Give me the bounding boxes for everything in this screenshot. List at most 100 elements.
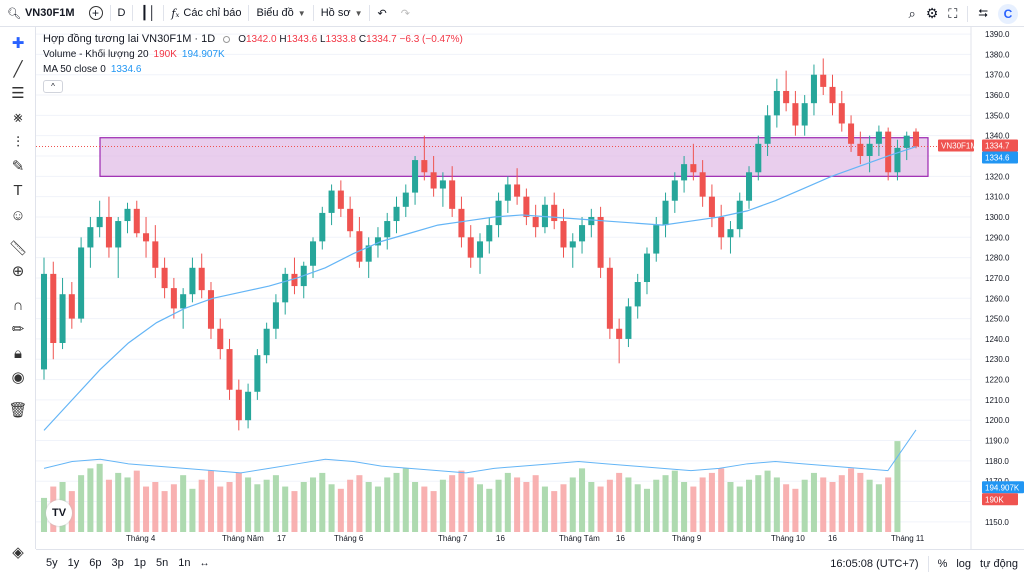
timeframe-1d[interactable]: 1n [178, 557, 191, 569]
candle-body [245, 391, 252, 421]
volume-ma-tag-bg [982, 481, 1024, 494]
volume-bar [198, 479, 205, 532]
date-range-icon[interactable]: ↔ [199, 557, 210, 569]
legend-collapse-button[interactable]: ^ [43, 80, 63, 93]
price-tick-label: 1220.0 [985, 376, 1010, 385]
candle-body [690, 164, 697, 173]
volume-bar [588, 482, 595, 532]
candle-body [263, 328, 270, 356]
volume-ma-line [43, 429, 917, 474]
volume-bar [810, 472, 817, 532]
volume-bar [124, 477, 131, 532]
timeframe-5d[interactable]: 5n [156, 557, 169, 569]
divider [312, 5, 314, 21]
interval-label: D [117, 7, 126, 19]
trash-icon[interactable]: 🗑︎ [8, 402, 28, 419]
symbol-search[interactable]: 🔍︎ VN30F1M [0, 0, 82, 27]
chart-type-button[interactable]: ┃│ [133, 0, 163, 27]
undo-button[interactable]: ↶ [370, 0, 393, 27]
volume-bar [579, 468, 586, 532]
share-icon[interactable]: ⮀ [978, 6, 988, 20]
volume-bar [143, 486, 150, 532]
timeframe-6m[interactable]: 6p [89, 557, 102, 569]
candle-body [773, 90, 780, 116]
candle-body [254, 355, 261, 392]
time-axis-label: Tháng 6 [334, 534, 364, 543]
volume-bar [393, 472, 400, 532]
layers-icon[interactable]: ◈ [12, 544, 24, 561]
clock-time[interactable]: 16:05:08 (UTC+7) [830, 557, 919, 570]
open-value: 1342.0 [245, 34, 277, 45]
last-price-tag-bg [982, 139, 1018, 152]
chevron-down-icon: ▼ [297, 8, 306, 18]
percent-toggle[interactable]: % [937, 557, 948, 570]
fullscreen-icon[interactable]: ⛶ [948, 5, 958, 21]
settings-gear-icon[interactable]: ⚙ [925, 5, 939, 21]
timeframe-1m[interactable]: 1p [133, 557, 146, 569]
candles-icon: ┃│ [140, 5, 157, 20]
redo-button[interactable]: ↷ [394, 0, 417, 27]
emoji-icon[interactable]: ☺ [10, 206, 26, 224]
volume-bar [866, 479, 873, 532]
candle-body [449, 180, 456, 209]
volume-bar [245, 477, 252, 532]
brush-icon[interactable]: ✎ [11, 158, 25, 175]
time-axis-label: 16 [616, 534, 625, 543]
volume-bar [560, 484, 567, 532]
fib-retracement-icon[interactable]: ☰ [11, 85, 25, 102]
legend-ohlc: O1342.0 H1343.6 L1333.8 C1334.7 −6.3 (−0… [238, 32, 463, 47]
log-toggle[interactable]: log [956, 557, 972, 570]
volume-bar [412, 482, 419, 532]
draw-mode-icon[interactable]: ✏ [11, 321, 25, 338]
volume-bar [514, 477, 521, 532]
candle-body [894, 147, 901, 173]
timeframe-1y[interactable]: 1y [67, 557, 80, 569]
candle-body [87, 227, 94, 248]
volume-label: Volume - Khối lượng 20 [43, 49, 149, 60]
high-value: 1343.6 [286, 34, 318, 45]
trend-line-icon[interactable]: ╱ [13, 61, 23, 78]
zoom-in-icon[interactable]: ⊕ [11, 263, 25, 280]
legend-main-row[interactable]: Hợp đồng tương lai VN30F1M · 1D O1342.0 … [43, 32, 463, 47]
candle-body [272, 302, 279, 329]
price-tick-label: 1360.0 [985, 91, 1010, 100]
candle-body [838, 103, 845, 124]
candle-body [866, 143, 873, 157]
prediction-icon[interactable]: ⫶ [16, 133, 20, 151]
candle-body [393, 206, 400, 222]
candle-body [365, 245, 372, 262]
interval-button[interactable]: D [111, 0, 133, 27]
chart-menu-button[interactable]: Biểu đồ ▼ [249, 0, 312, 27]
candle-body [764, 115, 771, 144]
chevron-up-icon: ^ [51, 82, 55, 91]
candle-body [736, 200, 743, 230]
timeframe-3m[interactable]: 3p [111, 557, 124, 569]
quick-search-icon[interactable]: ⌕ [908, 5, 916, 21]
chart-canvas[interactable]: 1390.01380.01370.01360.01350.01340.01330… [36, 27, 1024, 549]
ruler-icon[interactable]: 📏︎ [8, 240, 28, 257]
volume-bar [374, 486, 381, 532]
candle-body [606, 267, 613, 329]
candle-body [579, 225, 586, 242]
pattern-icon[interactable]: ⨳ [13, 108, 23, 126]
timeframe-5y[interactable]: 5y [46, 557, 58, 569]
volume-bar [736, 486, 743, 532]
volume-bar [643, 488, 650, 532]
toolbar-right: ⌕ ⚙ ⛶ ⮀ C [908, 0, 1018, 27]
volume-tag-bg [982, 493, 1018, 506]
text-icon[interactable]: T [13, 181, 23, 199]
auto-toggle[interactable]: tự động [980, 557, 1018, 570]
legend-volume-row[interactable]: Volume - Khối lượng 20 190K 194.907K [43, 47, 463, 62]
crosshair-icon[interactable]: ✚ [11, 35, 25, 52]
profile-menu-button[interactable]: Hồ sơ ▼ [314, 0, 370, 27]
time-axis-label: Tháng 4 [126, 534, 156, 543]
eye-icon[interactable]: ◉ [11, 369, 25, 386]
publish-icon[interactable]: C [998, 3, 1018, 24]
indicators-button[interactable]: fₓ Các chỉ báo [164, 0, 248, 27]
tradingview-logo[interactable]: TV [46, 500, 72, 526]
candle-body [68, 294, 75, 319]
compare-button[interactable]: + [82, 0, 110, 27]
magnet-icon[interactable]: ∩ [12, 296, 24, 314]
legend-ma-row[interactable]: MA 50 close 0 1334.6 [43, 62, 463, 77]
lock-icon[interactable]: 🔒︎ [14, 344, 22, 362]
